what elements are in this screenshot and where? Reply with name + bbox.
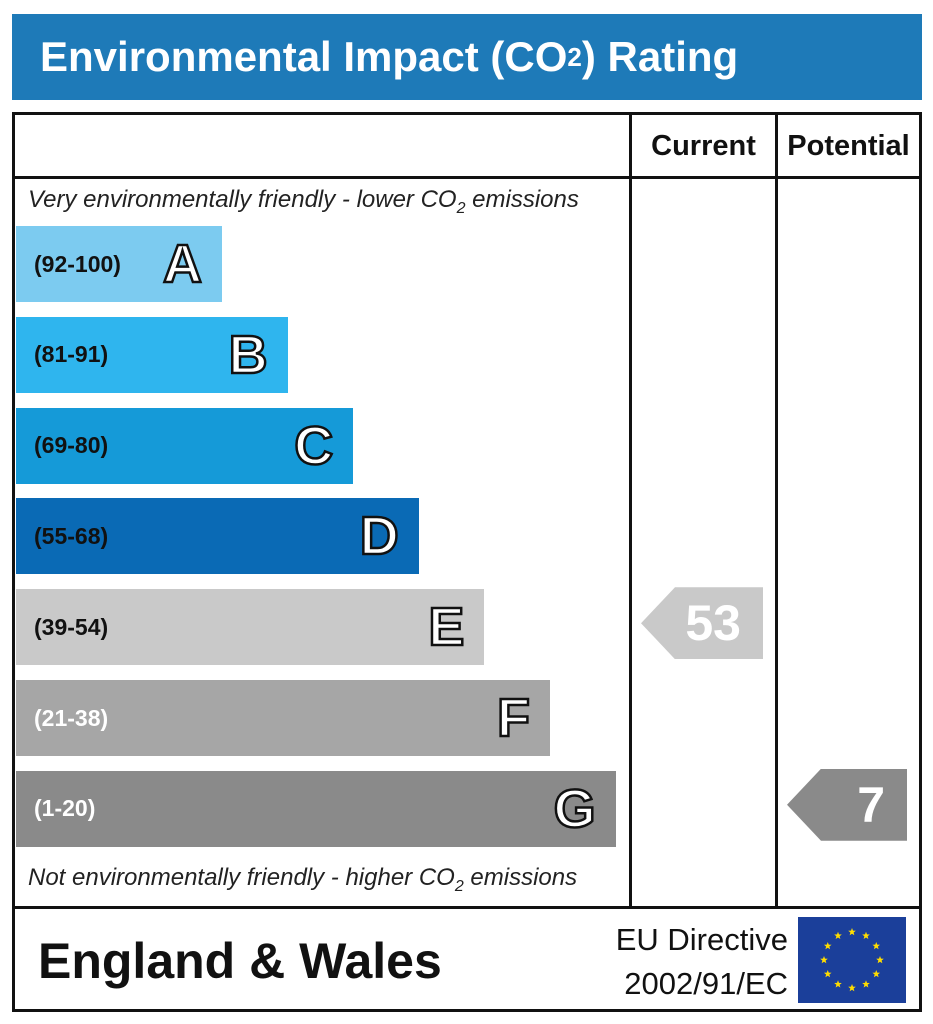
flag-star-icon (834, 931, 842, 939)
band-letter: B (227, 324, 269, 385)
eu-directive: EU Directive 2002/91/EC (604, 918, 788, 1006)
current-rating-arrow-value: 53 (685, 595, 741, 652)
flag-star-icon (872, 970, 881, 978)
note-bottom-pre: Not environmentally friendly - higher CO (28, 864, 455, 891)
divider-footer (12, 906, 922, 909)
flag-star-icon (876, 956, 884, 964)
flag-star-icon (820, 956, 828, 964)
band-letter: D (359, 506, 401, 567)
column-current-heading: Current (651, 130, 756, 162)
band-letter: A (162, 234, 204, 294)
flag-star-icon (862, 980, 870, 988)
flag-star-icon (872, 942, 881, 950)
flag-star-icon (848, 928, 856, 936)
band-g: (1-20) G (16, 770, 616, 847)
column-potential-heading: Potential (787, 130, 910, 162)
band-range-label: (69-80) (34, 432, 109, 459)
title-sub: 2 (567, 41, 582, 72)
rating-frame (12, 112, 922, 1012)
divider-header (12, 176, 922, 179)
divider-potential (775, 112, 778, 909)
band-e: (39-54) E (16, 589, 485, 666)
band-letter: C (293, 415, 335, 476)
potential-rating-arrow-value: 7 (857, 776, 885, 833)
band-range-label: (21-38) (34, 704, 109, 731)
note-top-post: emissions (465, 186, 579, 213)
band-a: (92-100) A (16, 226, 222, 302)
band-range-label: (39-54) (34, 613, 109, 640)
flag-star-icon (823, 970, 832, 978)
note-bottom: Not environmentally friendly - higher CO… (28, 864, 577, 896)
flag-star-icon (862, 931, 870, 939)
band-b: (81-91) B (16, 316, 288, 393)
eu-flag-icon (798, 917, 906, 1003)
directive-line1: EU Directive (615, 922, 788, 957)
band-range-label: (55-68) (34, 522, 109, 549)
divider-current (629, 112, 632, 909)
note-bottom-post: emissions (463, 864, 578, 891)
band-f: (21-38) F (16, 680, 550, 756)
title-main: Environmental Impact (CO (40, 33, 568, 80)
note-top-pre: Very environmentally friendly - lower CO (28, 186, 457, 213)
region-label: England & Wales (38, 933, 442, 989)
note-top-sub: 2 (456, 200, 466, 217)
band-letter: F (496, 688, 532, 748)
flag-star-icon (834, 980, 842, 988)
band-range-label: (1-20) (34, 795, 96, 822)
band-letter: E (427, 597, 466, 658)
band-d: (55-68) D (16, 498, 419, 575)
band-letter: G (552, 778, 597, 839)
flag-star-icon (848, 984, 856, 992)
chart-title: Environmental Impact (CO 2) Rating (12, 14, 922, 100)
title-rest: ) Rating (581, 33, 739, 80)
directive-line2: 2002/91/EC (624, 966, 788, 1001)
note-bottom-sub: 2 (454, 878, 464, 895)
band-range-label: (92-100) (34, 250, 121, 277)
note-top: Very environmentally friendly - lower CO… (28, 186, 579, 218)
band-range-label: (81-91) (34, 341, 109, 368)
flag-star-icon (823, 942, 832, 950)
band-c: (69-80) C (16, 407, 354, 484)
